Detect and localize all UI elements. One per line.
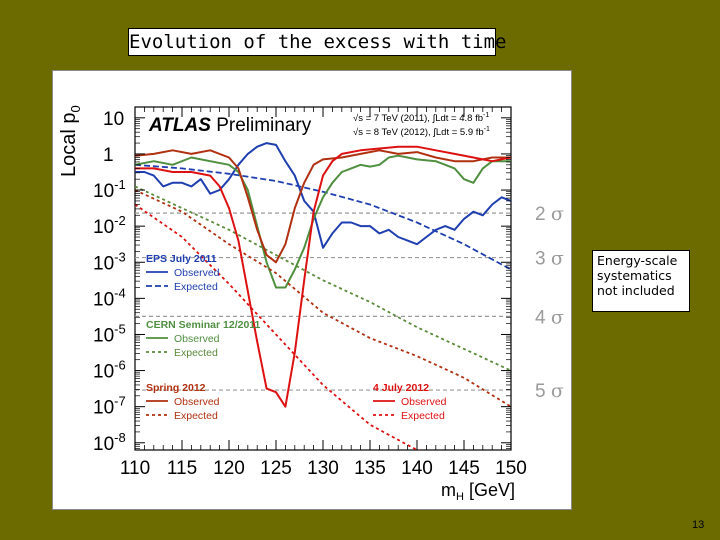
x-tick-label: 150 xyxy=(495,458,527,479)
y-tick-label: 10-4 xyxy=(93,285,126,310)
y-axis-label: Local p0 xyxy=(58,105,83,177)
sigma-label: 4 σ xyxy=(535,306,564,328)
y-tick-label: 10-8 xyxy=(93,430,126,455)
series-eps_exp xyxy=(135,163,511,271)
legend-entry: Observed xyxy=(401,396,447,408)
local-p0-chart: 110 115 120 125 130 135 140 145 150 10 1 10-1 10-2 10… xyxy=(58,105,564,503)
legend-entry: Expected xyxy=(401,410,445,422)
x-tick-label: 115 xyxy=(167,458,197,479)
legend-entry: Observed xyxy=(174,267,220,279)
series-cern_obs xyxy=(135,154,511,289)
lumi-line-2: √s = 8 TeV (2012), ∫Ldt = 5.9 fb-1 xyxy=(353,126,490,138)
legend-title: CERN Seminar 12/2011 xyxy=(146,319,261,331)
chart-title-rest: Preliminary xyxy=(211,115,312,136)
x-tick-label: 130 xyxy=(307,458,339,479)
legend-entry: Expected xyxy=(174,410,218,422)
energy-scale-note: Energy-scale systematics not included xyxy=(592,250,690,312)
x-tick-label: 120 xyxy=(213,458,245,479)
legend-entry: Expected xyxy=(174,347,218,359)
series-eps_obs xyxy=(135,142,511,249)
plot-frame: 110 115 120 125 130 135 140 145 150 10 1 10-1 10-2 10… xyxy=(52,70,572,510)
chart-title-bold: ATLAS xyxy=(148,115,211,136)
legend-entry: Expected xyxy=(174,281,218,293)
y-tick-label: 1 xyxy=(103,145,114,166)
x-tick-label: 135 xyxy=(354,458,386,479)
legend-title: EPS July 2011 xyxy=(146,253,217,265)
legend-entry: Observed xyxy=(174,333,220,345)
y-tick-label: 10-1 xyxy=(93,177,126,202)
x-tick-label: 110 xyxy=(120,458,150,479)
y-tick-label: 10-5 xyxy=(93,321,126,346)
slide-title: Evolution of the excess with time xyxy=(128,28,507,56)
y-tick-label: 10-6 xyxy=(93,358,126,383)
y-tick-label: 10-3 xyxy=(93,249,126,274)
legend-title: Spring 2012 xyxy=(146,382,206,394)
x-tick-label: 145 xyxy=(448,458,480,479)
lumi-line-1: √s = 7 TeV (2011), ∫Ldt = 4.8 fb-1 xyxy=(353,112,489,124)
plot-area xyxy=(134,106,512,451)
x-tick-label: 140 xyxy=(401,458,433,479)
sigma-label: 3 σ xyxy=(535,248,564,270)
series-july_obs xyxy=(135,145,511,408)
x-axis-label: mH [GeV] xyxy=(441,480,515,503)
series-cern_exp xyxy=(135,185,511,372)
series-july_exp xyxy=(135,203,422,450)
y-tick-label: 10 xyxy=(103,109,124,130)
x-tick-label: 125 xyxy=(260,458,292,479)
y-tick-label: 10-2 xyxy=(93,213,126,238)
series-spring_obs xyxy=(135,149,511,264)
sigma-label: 2 σ xyxy=(535,203,564,225)
y-tick-label: 10-7 xyxy=(93,394,126,419)
page-number: 13 xyxy=(692,519,705,531)
sigma-label: 5 σ xyxy=(535,380,564,402)
chart-title: ATLAS Preliminary xyxy=(148,115,312,136)
legend-entry: Observed xyxy=(174,396,220,408)
legend-title: 4 July 2012 xyxy=(373,382,429,394)
